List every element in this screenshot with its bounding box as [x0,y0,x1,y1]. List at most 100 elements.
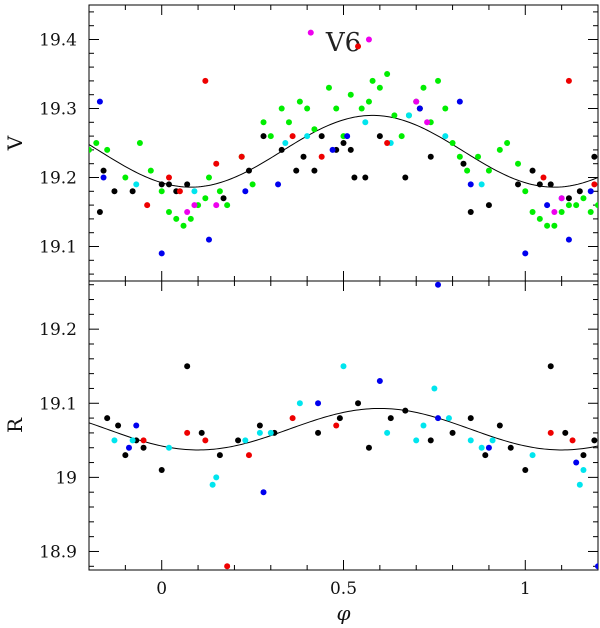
data-point [580,452,587,459]
series-blue [96,98,594,257]
data-point [198,429,205,436]
data-point [435,415,442,422]
y-axis-label: V [3,135,27,151]
data-point [565,195,572,202]
data-point [587,188,594,195]
data-point [325,84,332,91]
data-point [573,459,580,466]
series-green [89,71,598,229]
data-point [100,167,107,174]
data-point [187,215,194,222]
data-point [122,174,129,181]
data-point [369,77,376,84]
data-point [587,209,594,215]
data-point [340,140,347,146]
data-point [205,236,212,243]
data-point [307,29,314,36]
data-point [224,563,231,570]
data-point [245,167,252,174]
data-point [289,133,296,140]
data-point [96,209,103,215]
data-point [256,429,263,436]
data-point [591,437,598,444]
data-point [285,119,292,126]
data-point [464,167,471,174]
data-point [213,202,220,209]
y-tick-label: 19 [55,468,77,488]
data-point [431,385,438,392]
data-point [529,209,536,215]
y-tick-label: 19.2 [39,320,77,340]
data-point [558,209,565,215]
data-point [260,133,267,140]
data-point [202,437,209,444]
data-point [336,415,343,422]
series-black [96,105,598,215]
data-point [289,415,296,422]
data-point [565,77,572,84]
data-point [318,133,325,140]
data-point [591,153,598,160]
data-point [536,181,543,188]
x-tick-label: 0.5 [330,579,357,599]
v-band-panel: 19.1 19.2 19.3 19.4 V V6 [3,4,599,282]
data-point [467,209,474,215]
data-point [442,133,449,140]
series-red [140,415,576,570]
data-point [475,153,482,160]
data-point [100,174,107,181]
y-tick-label: 19.3 [39,100,77,120]
data-point [173,215,180,222]
data-point [158,466,165,473]
star-id-annotation: V6 [325,28,361,58]
data-point [111,188,118,195]
data-point [576,481,583,488]
data-point [278,146,285,153]
data-point [365,98,372,105]
data-point [536,215,543,222]
data-point [311,167,318,174]
data-point [565,236,572,243]
data-point [387,415,394,422]
data-point [358,105,365,112]
data-point [398,133,405,140]
data-point [140,437,147,444]
data-point [184,429,191,436]
data-point [216,188,223,195]
data-point [591,181,598,188]
r-band-panel: 18.9 19 19.1 19.2 0 0.5 1 Rφ [3,280,599,625]
data-point [238,153,245,160]
data-point [304,105,311,112]
x-axis-label: φ [336,601,350,625]
data-point [565,202,572,209]
data-point [362,174,369,181]
data-point [111,437,118,444]
data-point [282,140,289,146]
data-point [104,415,111,422]
data-point [435,77,442,84]
data-point [515,160,522,167]
data-point [485,167,492,174]
data-point [329,146,336,153]
data-point [449,429,456,436]
data-point [485,444,492,451]
data-point [267,429,274,436]
series-black [104,363,598,473]
data-point [449,140,456,146]
data-point [205,174,212,181]
data-point [547,181,554,188]
data-point [544,222,551,229]
y-axis-label: R [3,417,27,433]
data-point [427,153,434,160]
data-point [435,281,442,288]
data-point [467,415,474,422]
data-point [300,153,307,160]
data-point [355,43,362,50]
data-point [576,188,583,195]
data-point [445,415,452,422]
data-point [424,119,431,126]
data-point [89,146,92,153]
data-point [278,105,285,112]
data-point [496,422,503,429]
